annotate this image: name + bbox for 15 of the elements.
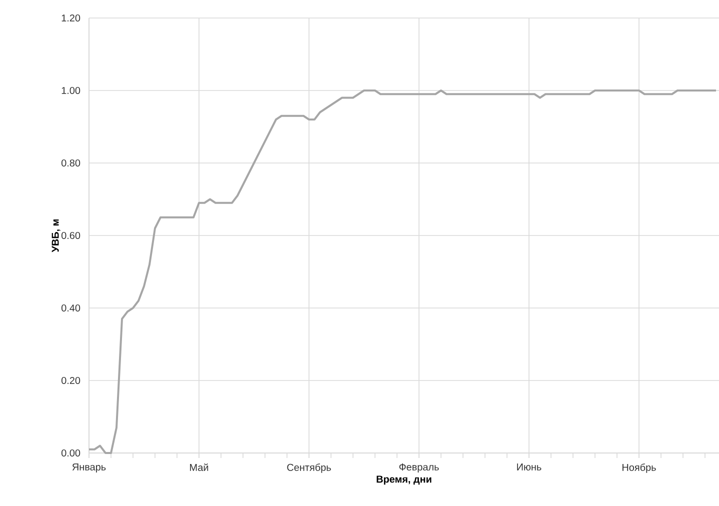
x-tick-label: Май bbox=[190, 464, 208, 472]
y-tick-label: 0.40 bbox=[61, 304, 80, 312]
y-tick-label: 1.20 bbox=[62, 14, 80, 22]
y-axis-title: УВБ, м bbox=[52, 219, 60, 252]
x-tick-label: Ноябрь bbox=[622, 464, 656, 473]
y-tick-label: 1.00 bbox=[62, 86, 80, 94]
x-tick-label: Июнь bbox=[517, 464, 542, 470]
x-tick-label: Сентябрь bbox=[287, 464, 331, 473]
y-tick-label: 0.20 bbox=[61, 376, 80, 384]
x-axis-title: Время, дни bbox=[376, 476, 432, 485]
x-tick-label: Январь bbox=[72, 464, 106, 472]
y-tick-label: 0.00 bbox=[61, 449, 80, 457]
x-tick-label: Февраль bbox=[399, 464, 439, 472]
y-tick-label: 0.80 bbox=[61, 159, 80, 167]
y-tick-label: 0.60 bbox=[61, 232, 80, 240]
